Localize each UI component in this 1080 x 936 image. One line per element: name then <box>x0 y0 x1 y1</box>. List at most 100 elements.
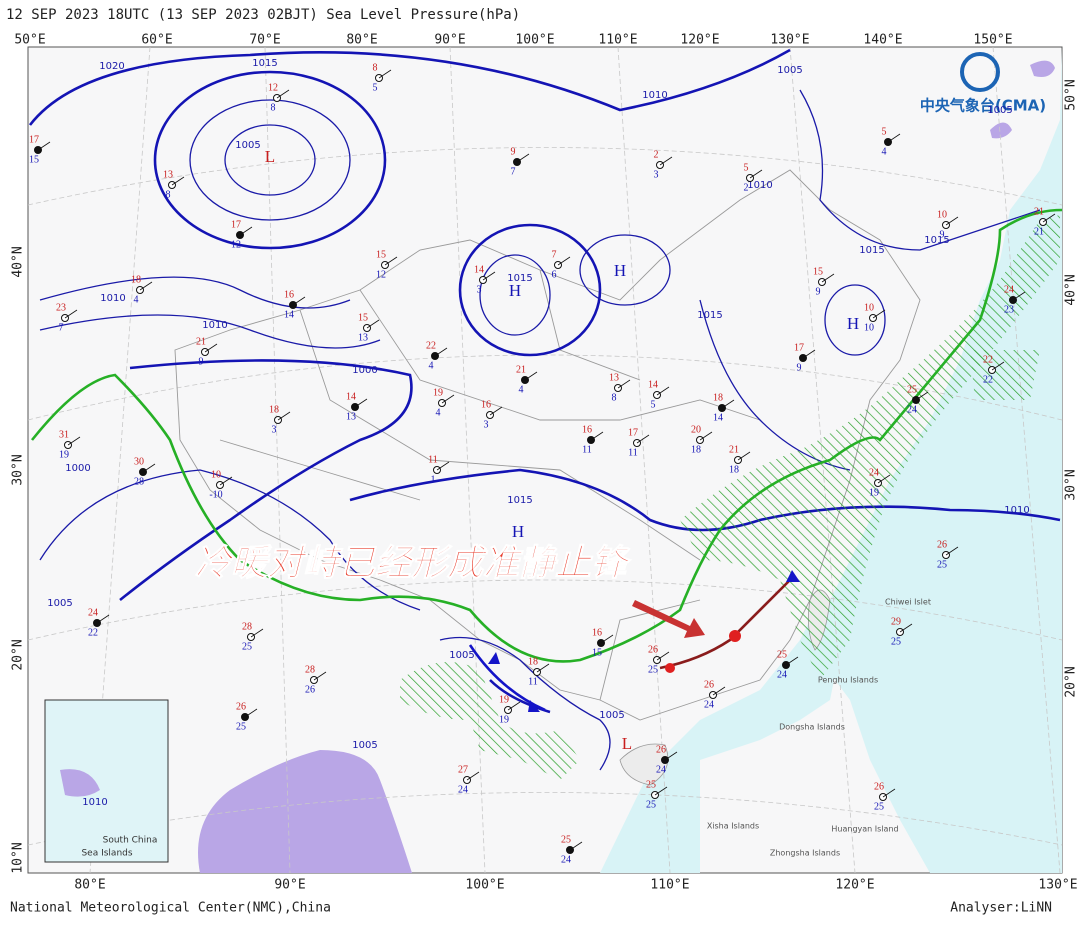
lon-label: 90°E <box>434 33 465 48</box>
station-dewpoint: 24 <box>656 764 666 775</box>
lon-label: 100°E <box>515 33 554 48</box>
station-dewpoint: 4 <box>429 360 434 371</box>
wind-barb <box>96 614 110 624</box>
wind-barb <box>219 476 233 486</box>
station-temperature: 23 <box>56 302 66 313</box>
wind-barb <box>366 319 380 329</box>
station-temperature: 28 <box>305 664 315 675</box>
wind-barb <box>802 349 816 359</box>
lon-label: 120°E <box>680 33 719 48</box>
lon-label: 140°E <box>863 33 902 48</box>
wind-barb <box>737 451 751 461</box>
station-dewpoint: 6 <box>552 269 557 280</box>
station-temperature: 5 <box>744 162 749 173</box>
station-dewpoint: 13 <box>346 411 356 422</box>
pressure-center: H <box>512 522 524 541</box>
lon-label: 100°E <box>465 878 504 893</box>
isobar-label: 1010 <box>642 90 667 101</box>
annotation: 冷暖对峙已经形成准静止锋 <box>195 543 705 638</box>
wind-barb <box>899 623 913 633</box>
station-dewpoint: -10 <box>209 489 222 500</box>
place-label: Dongsha Islands <box>779 723 845 732</box>
wind-barb <box>384 256 398 266</box>
station-temperature: 24 <box>1004 284 1014 295</box>
station-temperature: 13 <box>609 372 619 383</box>
station-temperature: 26 <box>704 679 714 690</box>
station-dewpoint: 25 <box>242 641 252 652</box>
station-dewpoint: 23 <box>1004 304 1014 315</box>
station-temperature: 10 <box>937 209 947 220</box>
lat-label: 40°N <box>11 246 26 277</box>
station-dewpoint: 22 <box>983 374 993 385</box>
lon-label: 150°E <box>973 33 1012 48</box>
wind-barb <box>721 399 735 409</box>
station-dewpoint: 26 <box>305 684 315 695</box>
station-dewpoint: 5 <box>651 399 656 410</box>
wind-barb <box>882 788 896 798</box>
station-dewpoint: 10 <box>864 322 874 333</box>
station-temperature: 12 <box>268 82 278 93</box>
station-temperature: 21 <box>196 336 206 347</box>
station-dewpoint: 21 <box>1034 226 1044 237</box>
lon-label: 110°E <box>650 878 689 893</box>
wind-barb <box>877 474 891 484</box>
station-dewpoint: 19 <box>59 449 69 460</box>
wind-barb <box>1012 291 1026 301</box>
wind-barb <box>659 156 673 166</box>
wind-barb <box>785 656 799 666</box>
station-dewpoint: 25 <box>937 559 947 570</box>
isobar-label: 1015 <box>924 235 949 246</box>
station-temperature: 17 <box>794 342 804 353</box>
station-temperature: 15 <box>813 266 823 277</box>
lat-label: 50°N <box>1064 79 1079 110</box>
wind-barb <box>600 634 614 644</box>
place-label: Huangyan Island <box>831 825 898 834</box>
station-temperature: 14 <box>648 379 658 390</box>
wind-barb <box>664 751 678 761</box>
station-temperature: 18 <box>269 404 279 415</box>
station-dewpoint: 4 <box>436 407 441 418</box>
wind-barb <box>67 436 81 446</box>
wind-barb <box>524 371 538 381</box>
wind-barb <box>516 153 530 163</box>
wind-barb <box>244 708 258 718</box>
station-temperature: 18 <box>131 274 141 285</box>
wind-barb <box>1042 213 1056 223</box>
lat-label: 30°N <box>11 454 26 485</box>
lon-label: 130°E <box>770 33 809 48</box>
wind-barb <box>569 841 583 851</box>
station-temperature: 14 <box>474 264 484 275</box>
lat-label: 20°N <box>1064 666 1079 697</box>
wind-barb <box>354 398 368 408</box>
isobar-label: 1000 <box>65 463 90 474</box>
wind-barb <box>139 281 153 291</box>
station-dewpoint: 24 <box>561 854 571 865</box>
isobar-label: 1010 <box>202 320 227 331</box>
wind-barb <box>872 309 886 319</box>
isobar-label: 1005 <box>987 105 1012 116</box>
station-dewpoint: 8 <box>271 102 276 113</box>
station-temperature: 16 <box>592 627 602 638</box>
station-dewpoint: 25 <box>646 799 656 810</box>
station-dewpoint: 3 <box>654 169 659 180</box>
lat-label: 10°N <box>11 842 26 873</box>
wind-barb <box>37 141 51 151</box>
station-temperature: 25 <box>561 834 571 845</box>
wind-barb <box>434 347 448 357</box>
station-temperature: 17 <box>231 219 241 230</box>
wind-barb <box>557 256 571 266</box>
station-dewpoint: 7 <box>59 322 64 333</box>
station-dewpoint: 14 <box>713 412 723 423</box>
isobar-label: 1005 <box>235 140 260 151</box>
wind-barb <box>945 216 959 226</box>
inset: South China Sea Islands 1010 <box>44 699 169 863</box>
wind-barb <box>945 546 959 556</box>
station-dewpoint: 8 <box>612 392 617 403</box>
station-temperature: 26 <box>937 539 947 550</box>
station-temperature: 28 <box>242 621 252 632</box>
wind-barb <box>277 411 291 421</box>
station-temperature: 24 <box>88 607 98 618</box>
wind-barb <box>915 391 929 401</box>
fronts-precip <box>30 208 1063 780</box>
